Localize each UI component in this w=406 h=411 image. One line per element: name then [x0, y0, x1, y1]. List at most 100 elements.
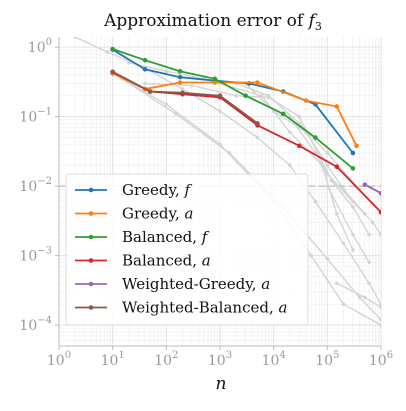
background-point	[351, 248, 355, 252]
background-point	[367, 281, 371, 286]
x-tick-label: 101	[101, 350, 125, 369]
background-point	[325, 184, 330, 188]
series-point	[110, 69, 115, 75]
background-point	[379, 305, 381, 310]
legend-item: Balanced, f	[75, 228, 210, 246]
legend-label: Balanced, f	[122, 228, 210, 246]
series-point	[255, 121, 260, 126]
series-line	[112, 48, 354, 170]
background-point	[363, 295, 367, 300]
background-point	[379, 232, 381, 237]
series-point	[217, 93, 223, 99]
x-tick-label: 102	[154, 350, 178, 369]
series-point	[378, 190, 381, 196]
legend-item: Weighted-Greedy, a	[75, 275, 270, 293]
background-point	[164, 102, 169, 107]
background-point	[259, 93, 264, 98]
x-tick-label: 100	[47, 350, 71, 369]
series-point	[303, 98, 309, 103]
chart-title: Approximation error of f3	[103, 11, 322, 33]
background-curve	[289, 116, 381, 236]
y-tick-label: 100	[28, 37, 52, 56]
background-point	[288, 130, 292, 134]
legend-swatch-marker	[88, 281, 94, 287]
series-point	[243, 93, 248, 99]
x-axis-label: n	[216, 374, 227, 394]
series-point	[350, 150, 356, 156]
y-tick-label: 10−2	[19, 176, 52, 195]
background-point	[173, 111, 178, 116]
series-line	[112, 72, 358, 147]
background-curve	[128, 61, 361, 190]
background-point	[297, 114, 302, 119]
legend: Greedy, f Greedy, a Balanced, f Balanced, a…	[65, 173, 309, 326]
y-tick-label: 10−4	[19, 315, 52, 334]
background-point	[218, 109, 222, 113]
legend-box	[65, 173, 309, 326]
series-line	[364, 183, 381, 194]
background-point	[379, 323, 381, 327]
background-point	[73, 37, 77, 39]
legend-label: Weighted-Balanced, a	[122, 299, 287, 317]
legend-label: Balanced, a	[122, 252, 211, 270]
series-point	[334, 164, 340, 170]
series-point	[147, 89, 153, 94]
x-tick-label: 104	[262, 350, 286, 369]
legend-swatch-marker	[88, 234, 94, 240]
legend-swatch-marker	[88, 258, 94, 263]
series-point	[280, 111, 286, 117]
background-point	[341, 302, 346, 306]
legend-label: Weighted-Greedy, a	[122, 275, 270, 293]
legend-swatch-marker	[88, 187, 94, 193]
legend-label: Greedy, a	[122, 205, 193, 223]
x-tick-label: 105	[315, 350, 339, 369]
background-point	[367, 232, 371, 237]
series-point	[177, 74, 183, 80]
background-point	[143, 81, 147, 86]
background-point	[313, 199, 318, 204]
series-point	[313, 135, 318, 140]
background-point	[379, 302, 381, 306]
x-tick-label: 103	[208, 350, 232, 369]
background-point	[351, 205, 355, 209]
series-point	[350, 166, 356, 171]
series-point	[334, 104, 340, 109]
background-point	[127, 60, 131, 65]
series-point	[177, 68, 183, 74]
background-point	[325, 172, 330, 176]
background-point	[334, 281, 339, 286]
background-point	[370, 220, 375, 225]
legend-item: Greedy, a	[75, 205, 193, 223]
series-point	[212, 76, 218, 82]
background-point	[334, 211, 339, 216]
background-point	[325, 256, 330, 261]
background-point	[266, 93, 271, 98]
series-point	[180, 90, 185, 96]
series-point	[296, 143, 302, 149]
background-point	[357, 295, 362, 300]
series-point	[255, 80, 260, 85]
background-point	[325, 163, 330, 168]
background-point	[180, 87, 185, 91]
background-point	[288, 163, 292, 168]
legend-item: Weighted-Balanced, a	[75, 299, 287, 317]
legend-item: Greedy, f	[75, 181, 193, 199]
background-point	[164, 69, 169, 74]
series-point	[142, 67, 148, 72]
background-point	[234, 93, 238, 98]
background-point	[341, 241, 346, 246]
x-tick-label: 106	[369, 350, 393, 369]
background-point	[379, 317, 381, 322]
series-point	[212, 80, 218, 85]
background-point	[105, 50, 110, 54]
background-point	[227, 151, 232, 155]
y-tick-label: 10−1	[19, 107, 52, 126]
background-point	[351, 232, 355, 237]
legend-swatch-marker	[88, 211, 94, 216]
background-curve	[144, 82, 370, 236]
legend-item: Balanced, a	[75, 252, 211, 270]
background-point	[351, 199, 355, 204]
legend-swatch-marker	[88, 305, 94, 310]
background-point	[367, 260, 371, 265]
